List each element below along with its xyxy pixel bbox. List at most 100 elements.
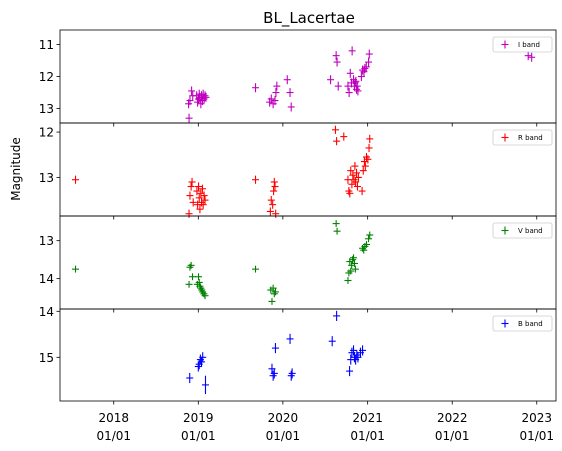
x-tick-label: 2019	[183, 411, 214, 425]
data-point	[202, 92, 210, 102]
data-point	[186, 96, 194, 106]
legend-label: B band	[518, 320, 543, 328]
panel-b-band: 14 15 B band	[39, 305, 557, 405]
data-point	[331, 125, 339, 134]
data-point	[333, 227, 341, 235]
data-point	[348, 46, 356, 56]
y-tick-label: 13	[39, 234, 54, 248]
data-point	[273, 81, 281, 91]
data-point	[332, 220, 340, 228]
legend-label: R band	[518, 134, 543, 142]
data-point	[365, 49, 373, 59]
data-point	[287, 102, 295, 112]
panel-i-band: 11 12 13 I band	[39, 29, 557, 127]
data-point	[283, 75, 291, 85]
x-tick-label: 01/01	[350, 429, 385, 443]
data-point	[194, 361, 202, 372]
data-point	[353, 182, 361, 191]
data-point	[359, 345, 367, 356]
y-tick-label: 13	[39, 171, 54, 185]
data-point	[357, 72, 365, 81]
data-point	[271, 182, 279, 191]
x-tick-label: 01/01	[96, 429, 131, 443]
data-point	[72, 265, 80, 273]
x-tick-label: 2020	[268, 411, 299, 425]
plot-area: 11 12 13 I band 12 13 R band 13 14 V band 14 15 B ba…	[39, 29, 557, 443]
data-point	[199, 352, 207, 363]
data-point	[252, 175, 260, 184]
data-point	[366, 134, 374, 143]
data-point	[199, 200, 207, 209]
data-point	[195, 182, 203, 191]
data-point	[270, 177, 278, 187]
y-axis-label: Magnitude	[9, 137, 23, 201]
legend-label: V band	[518, 227, 543, 235]
data-point	[352, 76, 360, 86]
data-point	[528, 52, 536, 62]
data-point	[269, 370, 277, 381]
data-point	[201, 91, 209, 101]
panel-frame	[59, 29, 557, 124]
data-point	[286, 88, 294, 98]
data-point	[366, 231, 374, 239]
data-point	[346, 366, 354, 377]
x-tick-label: 01/01	[519, 429, 554, 443]
legend-b-band: B band	[492, 315, 553, 332]
data-point	[271, 343, 279, 354]
data-point	[201, 375, 209, 395]
data-point	[347, 166, 355, 175]
x-tick-label: 2022	[437, 411, 468, 425]
data-point	[185, 113, 193, 123]
data-point	[269, 284, 277, 292]
data-point	[365, 57, 373, 67]
data-point	[524, 51, 532, 61]
data-point	[334, 81, 342, 91]
data-point	[195, 279, 203, 286]
data-point	[362, 62, 370, 72]
data-point	[333, 310, 341, 321]
legend-box	[492, 222, 553, 239]
data-point	[185, 209, 193, 218]
data-point	[360, 246, 368, 254]
data-point	[362, 241, 370, 248]
data-point	[350, 254, 358, 262]
data-point	[272, 209, 280, 218]
data-point	[269, 200, 277, 209]
data-point	[201, 196, 209, 205]
data-point	[351, 265, 359, 273]
data-point	[354, 86, 362, 96]
y-tick-label: 12	[39, 70, 54, 84]
panel-frame	[59, 122, 557, 217]
data-point	[271, 96, 279, 106]
legend-box	[492, 36, 553, 53]
data-point	[347, 267, 355, 275]
data-point	[353, 349, 361, 361]
data-point	[340, 132, 348, 141]
data-point	[346, 189, 354, 198]
data-point	[186, 372, 194, 384]
data-point	[271, 288, 279, 296]
data-point	[201, 292, 209, 300]
panel-frame	[59, 308, 557, 402]
data-point	[365, 235, 373, 243]
data-point	[346, 68, 354, 78]
data-point	[188, 177, 196, 187]
data-point	[187, 182, 195, 191]
data-point	[196, 205, 204, 214]
data-point	[252, 83, 260, 93]
x-tick-label: 2023	[521, 411, 552, 425]
data-point	[364, 155, 372, 164]
data-point	[193, 186, 201, 196]
data-point	[198, 184, 206, 193]
y-tick-label: 11	[39, 38, 54, 52]
legend-v-band: V band	[492, 222, 553, 239]
data-point	[270, 186, 278, 196]
y-tick-label: 13	[39, 102, 54, 116]
data-point	[361, 63, 369, 73]
data-point	[268, 297, 276, 305]
panel-v-band: 13 14 V band	[39, 215, 557, 313]
data-point	[332, 51, 340, 61]
legend-label: I band	[518, 41, 540, 49]
data-point	[286, 333, 294, 344]
